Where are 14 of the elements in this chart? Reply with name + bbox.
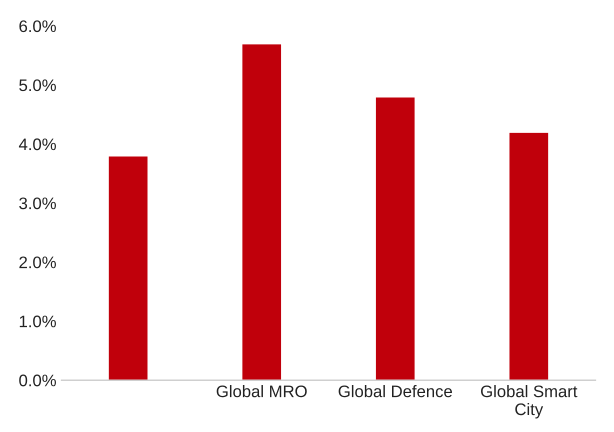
bar [107, 155, 149, 380]
x-tick-label: Global Smart City [481, 385, 578, 419]
bar [374, 96, 416, 380]
x-tick-label: Global MRO [216, 385, 307, 398]
y-tick-label: 5.0% [19, 79, 56, 92]
y-tick-label: 3.0% [19, 197, 56, 210]
y-tick-label: 2.0% [19, 256, 56, 268]
y-tick-label: 6.0% [19, 20, 56, 32]
bar [240, 42, 282, 380]
bar [508, 131, 550, 380]
y-tick-label: 1.0% [20, 316, 56, 328]
x-tick-label: Global Defence [338, 385, 452, 398]
y-tick-label: 4.0% [18, 138, 56, 150]
y-tick-label: 0.0% [19, 374, 56, 386]
